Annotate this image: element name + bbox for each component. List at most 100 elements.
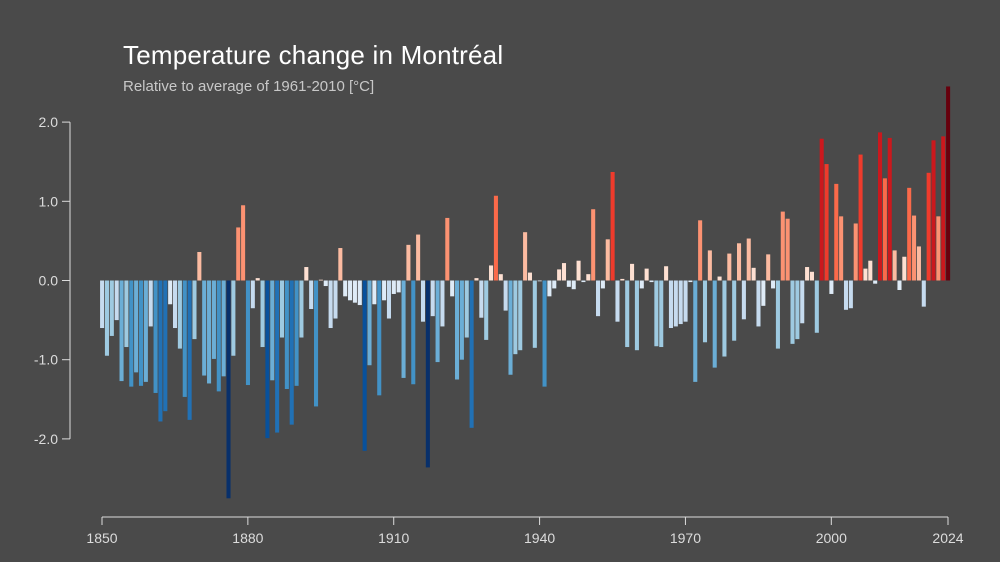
bar-2006 — [858, 154, 863, 281]
bar-2007 — [863, 268, 868, 281]
bar-2003 — [843, 280, 849, 310]
bar-2000 — [829, 280, 834, 294]
bar-1994 — [800, 280, 805, 324]
bar-1990 — [780, 211, 785, 281]
bar-1871 — [202, 280, 207, 376]
bar-1944 — [557, 269, 562, 281]
bar-1967 — [668, 280, 673, 329]
bar-2001 — [834, 183, 839, 281]
bar-1892 — [304, 267, 309, 281]
bar-1971 — [688, 280, 693, 283]
bar-1911 — [396, 280, 401, 293]
bar-1897 — [328, 280, 333, 329]
bar-1923 — [455, 280, 460, 380]
bar-1958 — [625, 280, 630, 348]
bar-1979 — [727, 253, 732, 281]
bar-1976 — [712, 280, 717, 368]
bar-2015 — [902, 256, 907, 281]
bar-1931 — [493, 195, 498, 281]
bar-2019 — [921, 280, 926, 307]
bar-1957 — [620, 278, 625, 281]
x-tick-label: 1850 — [86, 530, 117, 546]
bar-2024 — [946, 86, 951, 281]
bar-1854 — [119, 280, 124, 382]
bar-1903 — [357, 280, 362, 306]
bar-1964 — [654, 280, 659, 347]
bar-1946 — [566, 280, 571, 287]
bar-1928 — [479, 280, 484, 318]
bar-2008 — [868, 260, 873, 281]
bar-1888 — [284, 280, 289, 389]
y-tick-label: -2.0 — [34, 431, 58, 447]
bar-1887 — [279, 280, 285, 338]
bar-1988 — [771, 280, 776, 289]
bar-1889 — [289, 280, 294, 425]
bar-1883 — [260, 280, 265, 348]
bar-2002 — [839, 216, 844, 281]
bar-1972 — [693, 280, 698, 382]
bar-1953 — [600, 280, 605, 289]
bar-1980 — [732, 280, 737, 341]
bar-2022 — [936, 216, 941, 281]
bar-1952 — [596, 280, 601, 317]
bar-1982 — [741, 280, 746, 320]
bar-1862 — [158, 280, 163, 422]
bar-1881 — [250, 280, 255, 309]
bar-1983 — [746, 238, 751, 281]
bar-2018 — [916, 246, 921, 281]
x-tick-label: 2024 — [932, 530, 963, 546]
bar-1986 — [761, 280, 766, 306]
bar-1924 — [459, 280, 464, 360]
bar-1918 — [430, 280, 435, 317]
bar-1949 — [581, 280, 586, 283]
bar-1855 — [124, 280, 129, 348]
bar-1935 — [513, 280, 518, 355]
x-tick-label: 1970 — [670, 530, 701, 546]
bar-1902 — [352, 280, 357, 303]
bar-1863 — [163, 280, 168, 412]
bar-1969 — [678, 280, 683, 325]
bar-1989 — [775, 280, 780, 349]
bar-1943 — [552, 280, 557, 289]
bar-1984 — [751, 267, 756, 281]
bar-2016 — [907, 187, 912, 281]
bar-1904 — [362, 280, 367, 451]
bar-2021 — [931, 140, 936, 281]
bar-1872 — [207, 280, 212, 384]
bar-1996 — [809, 271, 814, 281]
bar-1864 — [168, 280, 173, 305]
bar-1896 — [323, 280, 328, 287]
bar-1880 — [245, 280, 250, 386]
bar-2020 — [926, 172, 931, 281]
bar-1858 — [138, 280, 144, 386]
chart-title: Temperature change in Montréal — [123, 40, 504, 70]
bar-1878 — [236, 227, 241, 281]
bar-1900 — [343, 280, 348, 297]
bar-1965 — [659, 280, 664, 348]
bar-1921 — [445, 217, 450, 281]
bar-1869 — [192, 280, 197, 340]
bar-2004 — [848, 280, 853, 309]
bar-1934 — [508, 280, 513, 375]
bar-1916 — [420, 280, 426, 322]
bar-1956 — [615, 280, 620, 322]
bar-1856 — [129, 280, 134, 387]
bar-1905 — [367, 280, 372, 366]
bar-1893 — [309, 280, 314, 310]
bar-1874 — [216, 280, 221, 392]
bar-1927 — [474, 278, 479, 281]
x-tick-label: 2000 — [816, 530, 847, 546]
bar-1915 — [416, 234, 421, 281]
bar-1922 — [450, 280, 455, 297]
bar-1992 — [790, 280, 795, 344]
bar-1920 — [440, 280, 445, 327]
bar-1955 — [610, 172, 615, 281]
bar-1857 — [134, 280, 139, 373]
bar-1853 — [114, 280, 119, 321]
bar-1954 — [605, 239, 610, 281]
bar-2005 — [853, 223, 858, 281]
bar-1865 — [173, 280, 178, 329]
bar-1925 — [464, 280, 469, 338]
bar-1919 — [435, 280, 440, 363]
